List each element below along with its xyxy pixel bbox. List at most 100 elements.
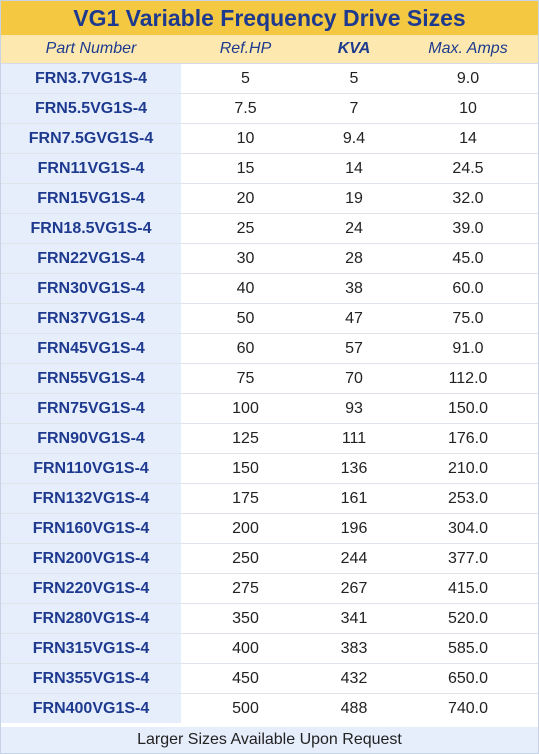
part-number-cell: FRN132VG1S-4 bbox=[1, 483, 181, 514]
table-row: FRN280VG1S-4 350 341 520.0 bbox=[1, 603, 538, 634]
table-row: FRN11VG1S-4 15 14 24.5 bbox=[1, 153, 538, 184]
ref-hp-cell: 100 bbox=[181, 393, 310, 424]
kva-cell: 111 bbox=[310, 423, 398, 454]
header-ref-hp: Ref.HP bbox=[181, 35, 310, 64]
ref-hp-cell: 20 bbox=[181, 183, 310, 214]
ref-hp-cell: 500 bbox=[232, 699, 259, 717]
part-number-cell: FRN200VG1S-4 bbox=[1, 543, 181, 574]
header-max-amps: Max. Amps bbox=[398, 35, 538, 64]
part-number-cell: FRN7.5GVG1S-4 bbox=[1, 123, 181, 154]
ref-hp-cell: 275 bbox=[181, 573, 310, 604]
table-header: Part Number Ref.HP KVA Max. Amps bbox=[1, 35, 538, 64]
header-part-number: Part Number bbox=[1, 35, 181, 64]
ref-hp-cell: 150 bbox=[181, 453, 310, 484]
max-amps-cell: 210.0 bbox=[398, 453, 538, 484]
ref-hp-cell: 175 bbox=[181, 483, 310, 514]
max-amps-cell: 377.0 bbox=[398, 543, 538, 574]
kva-cell: 19 bbox=[310, 183, 398, 214]
table-row: FRN55VG1S-4 75 70 112.0 bbox=[1, 363, 538, 394]
kva-cell: 24 bbox=[310, 213, 398, 244]
table-row: FRN90VG1S-4 125 111 176.0 bbox=[1, 423, 538, 454]
table-row: FRN110VG1S-4 150 136 210.0 bbox=[1, 453, 538, 484]
max-amps-cell: 60.0 bbox=[398, 273, 538, 304]
part-number-cell: FRN5.5VG1S-4 bbox=[1, 93, 181, 124]
ref-hp-cell: 25 bbox=[181, 213, 310, 244]
kva-cell: 70 bbox=[310, 363, 398, 394]
kva-cell: 244 bbox=[310, 543, 398, 574]
kva-cell: 47 bbox=[310, 303, 398, 334]
ref-hp-cell: 200 bbox=[181, 513, 310, 544]
max-amps-cell: 32.0 bbox=[398, 183, 538, 214]
ref-hp-cell: 10 bbox=[181, 123, 310, 154]
kva-cell: 196 bbox=[310, 513, 398, 544]
part-number-cell: FRN110VG1S-4 bbox=[1, 453, 181, 484]
max-amps-cell: 39.0 bbox=[398, 213, 538, 244]
kva-cell: 488 bbox=[340, 699, 368, 717]
ref-hp-cell: 50 bbox=[181, 303, 310, 334]
table-row: FRN400VG1S-4 500 488 740.0 bbox=[1, 693, 538, 723]
part-number-cell: FRN15VG1S-4 bbox=[1, 183, 181, 214]
max-amps-cell: 415.0 bbox=[398, 573, 538, 604]
kva-cell: 38 bbox=[310, 273, 398, 304]
table-row: FRN15VG1S-4 20 19 32.0 bbox=[1, 183, 538, 214]
max-amps-cell: 740.0 bbox=[447, 699, 489, 717]
ref-hp-cell: 15 bbox=[181, 153, 310, 184]
part-number-cell: FRN315VG1S-4 bbox=[1, 633, 181, 664]
max-amps-cell: 91.0 bbox=[398, 333, 538, 364]
ref-hp-cell: 400 bbox=[181, 633, 310, 664]
part-number-cell: FRN55VG1S-4 bbox=[1, 363, 181, 394]
header-row: Part Number Ref.HP KVA Max. Amps bbox=[1, 35, 538, 64]
kva-cell: 7 bbox=[310, 93, 398, 124]
kva-cell: 14 bbox=[310, 153, 398, 184]
part-number-cell: FRN75VG1S-4 bbox=[1, 393, 181, 424]
table-row: FRN200VG1S-4 250 244 377.0 bbox=[1, 543, 538, 574]
max-amps-cell: 9.0 bbox=[398, 63, 538, 94]
ref-hp-cell: 60 bbox=[181, 333, 310, 364]
header-kva: KVA bbox=[310, 35, 398, 64]
kva-cell: 93 bbox=[310, 393, 398, 424]
max-amps-cell: 10 bbox=[398, 93, 538, 124]
max-amps-cell: 45.0 bbox=[398, 243, 538, 274]
ref-hp-cell: 75 bbox=[181, 363, 310, 394]
max-amps-cell: 520.0 bbox=[398, 603, 538, 634]
max-amps-cell: 24.5 bbox=[398, 153, 538, 184]
table-row: FRN220VG1S-4 275 267 415.0 bbox=[1, 573, 538, 604]
table-row: FRN132VG1S-4 175 161 253.0 bbox=[1, 483, 538, 514]
kva-cell: 383 bbox=[310, 633, 398, 664]
table-row: FRN160VG1S-4 200 196 304.0 bbox=[1, 513, 538, 544]
kva-cell: 57 bbox=[310, 333, 398, 364]
part-number-cell: FRN22VG1S-4 bbox=[1, 243, 181, 274]
part-number-cell: FRN90VG1S-4 bbox=[1, 423, 181, 454]
max-amps-cell: 112.0 bbox=[398, 363, 538, 394]
table-row: FRN315VG1S-4 400 383 585.0 bbox=[1, 633, 538, 664]
table-row: FRN355VG1S-4 450 432 650.0 bbox=[1, 663, 538, 694]
ref-hp-cell: 40 bbox=[181, 273, 310, 304]
kva-cell: 267 bbox=[310, 573, 398, 604]
table-row: FRN3.7VG1S-4 5 5 9.0 bbox=[1, 63, 538, 94]
kva-cell: 5 bbox=[310, 63, 398, 94]
max-amps-cell: 150.0 bbox=[398, 393, 538, 424]
ref-hp-cell: 350 bbox=[181, 603, 310, 634]
table-row: FRN7.5GVG1S-4 10 9.4 14 bbox=[1, 123, 538, 154]
part-number-cell: FRN18.5VG1S-4 bbox=[1, 213, 181, 244]
part-number-cell: FRN3.7VG1S-4 bbox=[1, 63, 181, 94]
max-amps-cell: 14 bbox=[398, 123, 538, 154]
table-title: VG1 Variable Frequency Drive Sizes bbox=[1, 1, 538, 35]
part-number-cell: FRN160VG1S-4 bbox=[1, 513, 181, 544]
table-row: FRN37VG1S-4 50 47 75.0 bbox=[1, 303, 538, 334]
max-amps-cell: 75.0 bbox=[398, 303, 538, 334]
max-amps-cell: 304.0 bbox=[398, 513, 538, 544]
table-row: FRN45VG1S-4 60 57 91.0 bbox=[1, 333, 538, 364]
kva-cell: 136 bbox=[310, 453, 398, 484]
part-number-cell: FRN45VG1S-4 bbox=[1, 333, 181, 364]
max-amps-cell: 585.0 bbox=[398, 633, 538, 664]
ref-hp-cell: 450 bbox=[181, 663, 310, 694]
ref-hp-cell: 5 bbox=[181, 63, 310, 94]
ref-hp-cell: 7.5 bbox=[181, 93, 310, 124]
part-number-cell: FRN220VG1S-4 bbox=[1, 573, 181, 604]
part-number-cell: FRN30VG1S-4 bbox=[1, 273, 181, 304]
drive-sizes-table: Part Number Ref.HP KVA Max. Amps FRN3.7V… bbox=[1, 35, 538, 723]
table-body: FRN3.7VG1S-4 5 5 9.0 FRN5.5VG1S-4 7.5 7 10 FRN7.… bbox=[1, 63, 538, 723]
ref-hp-cell: 30 bbox=[181, 243, 310, 274]
